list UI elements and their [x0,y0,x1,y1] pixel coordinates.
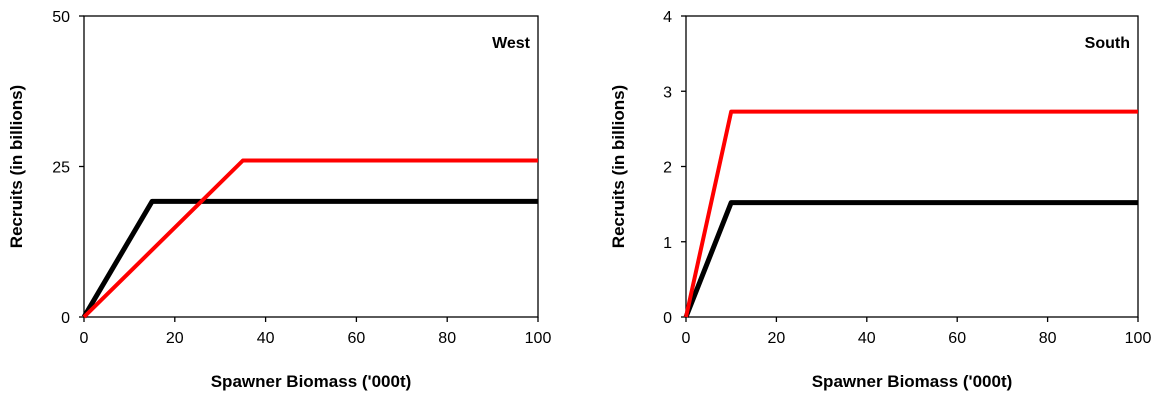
y-tick-label: 0 [61,310,70,327]
x-tick-label: 40 [257,330,275,347]
x-tick-label: 20 [166,330,184,347]
red-series-line [82,158,538,319]
black-series-line [81,198,538,319]
x-tick-label: 60 [348,330,366,347]
x-tick-label: 20 [768,330,786,347]
y-tick-label: 25 [52,160,70,177]
x-tick-label: 40 [858,330,876,347]
panel-label: South [1085,35,1130,52]
x-tick-label: 80 [1039,330,1057,347]
black-series-line [683,200,1138,318]
x-tick-label: 100 [1125,330,1152,347]
y-tick-label: 50 [52,9,70,26]
plot-area-frame [685,15,1139,318]
x-tick-label: 80 [438,330,456,347]
panel-label: West [492,35,531,52]
y-tick-label: 4 [663,9,672,26]
y-tick-label: 2 [663,160,672,177]
y-tick-label: 3 [663,84,672,101]
y-axis-title: Recruits (in billions) [7,85,26,248]
x-tick-label: 0 [682,330,691,347]
x-axis-title: Spawner Biomass ('000t) [812,372,1013,391]
y-axis-title: Recruits (in billions) [609,85,628,248]
plot-area-frame [83,15,539,318]
x-axis-title: Spawner Biomass ('000t) [211,372,412,391]
x-tick-label: 0 [80,330,89,347]
x-tick-label: 60 [948,330,966,347]
y-tick-label: 1 [663,235,672,252]
west-panel: 0 25 50 0 20 40 60 80 100 Spawner Biomass ('000t)… [7,9,551,391]
red-series-line [684,109,1138,318]
x-tick-label: 100 [525,330,552,347]
y-tick-label: 0 [663,310,672,327]
